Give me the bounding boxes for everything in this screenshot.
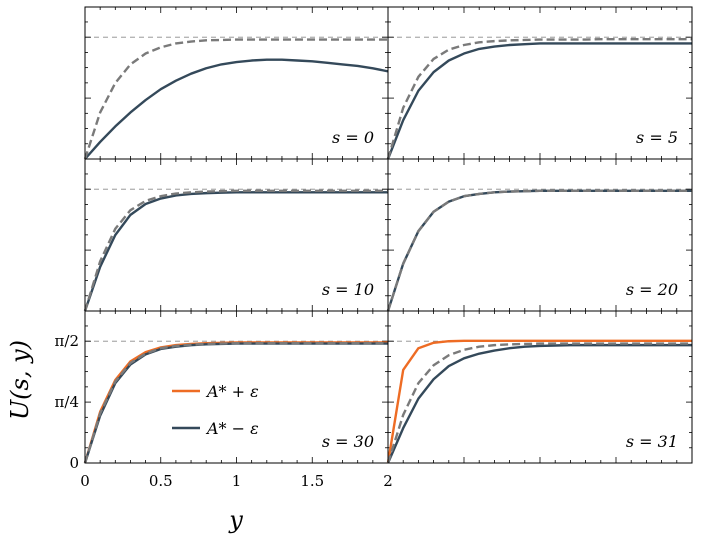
legend: A* + ε A* − ε: [172, 382, 259, 438]
panel-1: s = 0: [83, 6, 389, 160]
panel-label: s = 0: [332, 128, 374, 147]
x-tick-label: 1: [232, 472, 242, 490]
panel-label: s = 20: [626, 280, 678, 299]
panel-2: s = 5: [386, 6, 693, 160]
y-tick-label: π/4: [55, 393, 79, 411]
y-tick-label: π/2: [55, 332, 79, 350]
panels-layer: s = 0 s = 5 s = 10 s = 20 s = 30 s = 31: [83, 6, 693, 464]
panel-4: s = 20: [386, 158, 693, 312]
solid-curve: [83, 191, 388, 312]
dashed-curve: [83, 189, 388, 312]
panel-label: s = 5: [636, 128, 678, 147]
x-axis-label: y: [228, 506, 243, 534]
y-tick-label: 0: [69, 454, 79, 472]
panel-label: s = 10: [322, 280, 374, 299]
dashed-curve: [386, 189, 692, 312]
legend-label-plus: A* + ε: [205, 382, 259, 401]
panel-frame: [387, 310, 693, 464]
x-tick-label: 2: [383, 472, 393, 490]
tick-labels-layer: 0 0.5 1 1.5 2 0 π/4 π/2: [55, 332, 393, 490]
dashed-curve: [83, 341, 388, 464]
solid-curve: [84, 58, 389, 160]
legend-label-minus: A* − ε: [205, 419, 259, 438]
dashed-curve: [386, 342, 692, 464]
solid-curve: [386, 343, 692, 464]
panel-3: s = 10: [83, 158, 389, 312]
x-tick-label: 0: [80, 472, 90, 490]
dashed-curve: [83, 38, 388, 160]
panel-label: s = 31: [626, 432, 678, 451]
panel-label: s = 30: [322, 432, 374, 451]
panel-6: s = 31: [386, 310, 693, 464]
solid-curve: [386, 42, 692, 160]
y-axis-label: U(s, y): [6, 340, 34, 420]
x-tick-label: 1.5: [300, 472, 324, 490]
solid-curve: [386, 339, 692, 464]
x-tick-label: 0.5: [149, 472, 173, 490]
dashed-curve: [386, 37, 692, 160]
